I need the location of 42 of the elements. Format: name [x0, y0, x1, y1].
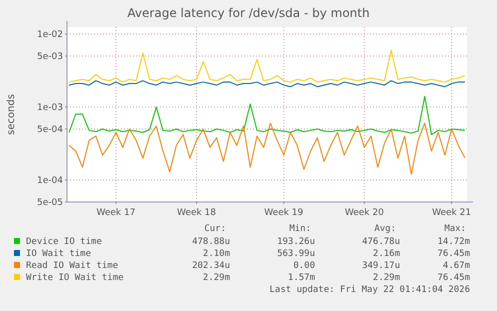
text: 349.17u [362, 261, 400, 271]
text: 4.67m [442, 261, 470, 271]
text: 478.88u [192, 237, 230, 247]
text: 476.78u [362, 237, 400, 247]
y-axis-title: seconds [6, 94, 17, 135]
y-tick-label: 1e-04 [37, 176, 64, 186]
text: 14.72m [437, 237, 470, 247]
text: Min: [289, 224, 311, 234]
y-tick-label: 5e-03 [37, 52, 63, 62]
legend-label: Read IO Wait time [26, 261, 118, 271]
text: 2.29m [202, 273, 230, 283]
legend-label: Device IO time [26, 237, 102, 247]
text: Last update: Fri May 22 01:41:04 2026 [270, 285, 470, 295]
line-series [68, 50, 466, 83]
text: 2.10m [202, 249, 230, 259]
text: 563.99u [277, 249, 315, 259]
text: 0.00 [293, 261, 315, 271]
y-tick-label: 5e-04 [37, 125, 64, 136]
text: 76.45m [437, 273, 470, 283]
text: Max: [444, 224, 466, 234]
text: Cur: [204, 224, 226, 234]
y-tick-label: 5e-05 [37, 198, 63, 208]
x-tick-label: Week 21 [432, 208, 472, 218]
line-series [68, 80, 466, 88]
text: 76.45m [437, 249, 470, 259]
text: 193.26u [277, 237, 315, 247]
text: 2.29m [372, 273, 400, 283]
x-tick-label: Week 19 [264, 208, 304, 218]
y-tick-label: 1e-02 [37, 30, 63, 40]
text: Avg: [374, 224, 396, 234]
x-tick-label: Week 17 [96, 208, 136, 218]
text: 1.57m [288, 273, 315, 283]
text: 202.34u [192, 261, 230, 271]
legend-label: IO Wait time [26, 249, 92, 259]
legend-label: Write IO Wait time [26, 273, 124, 283]
x-tick-label: Week 18 [177, 208, 216, 218]
chart-title: Average latency for /dev/sda - by month [127, 6, 370, 20]
line-series [68, 122, 466, 175]
text: 2.16m [372, 249, 400, 259]
x-tick-label: Week 20 [344, 208, 384, 218]
line-series [68, 96, 466, 136]
y-tick-label: 1e-03 [37, 103, 63, 114]
